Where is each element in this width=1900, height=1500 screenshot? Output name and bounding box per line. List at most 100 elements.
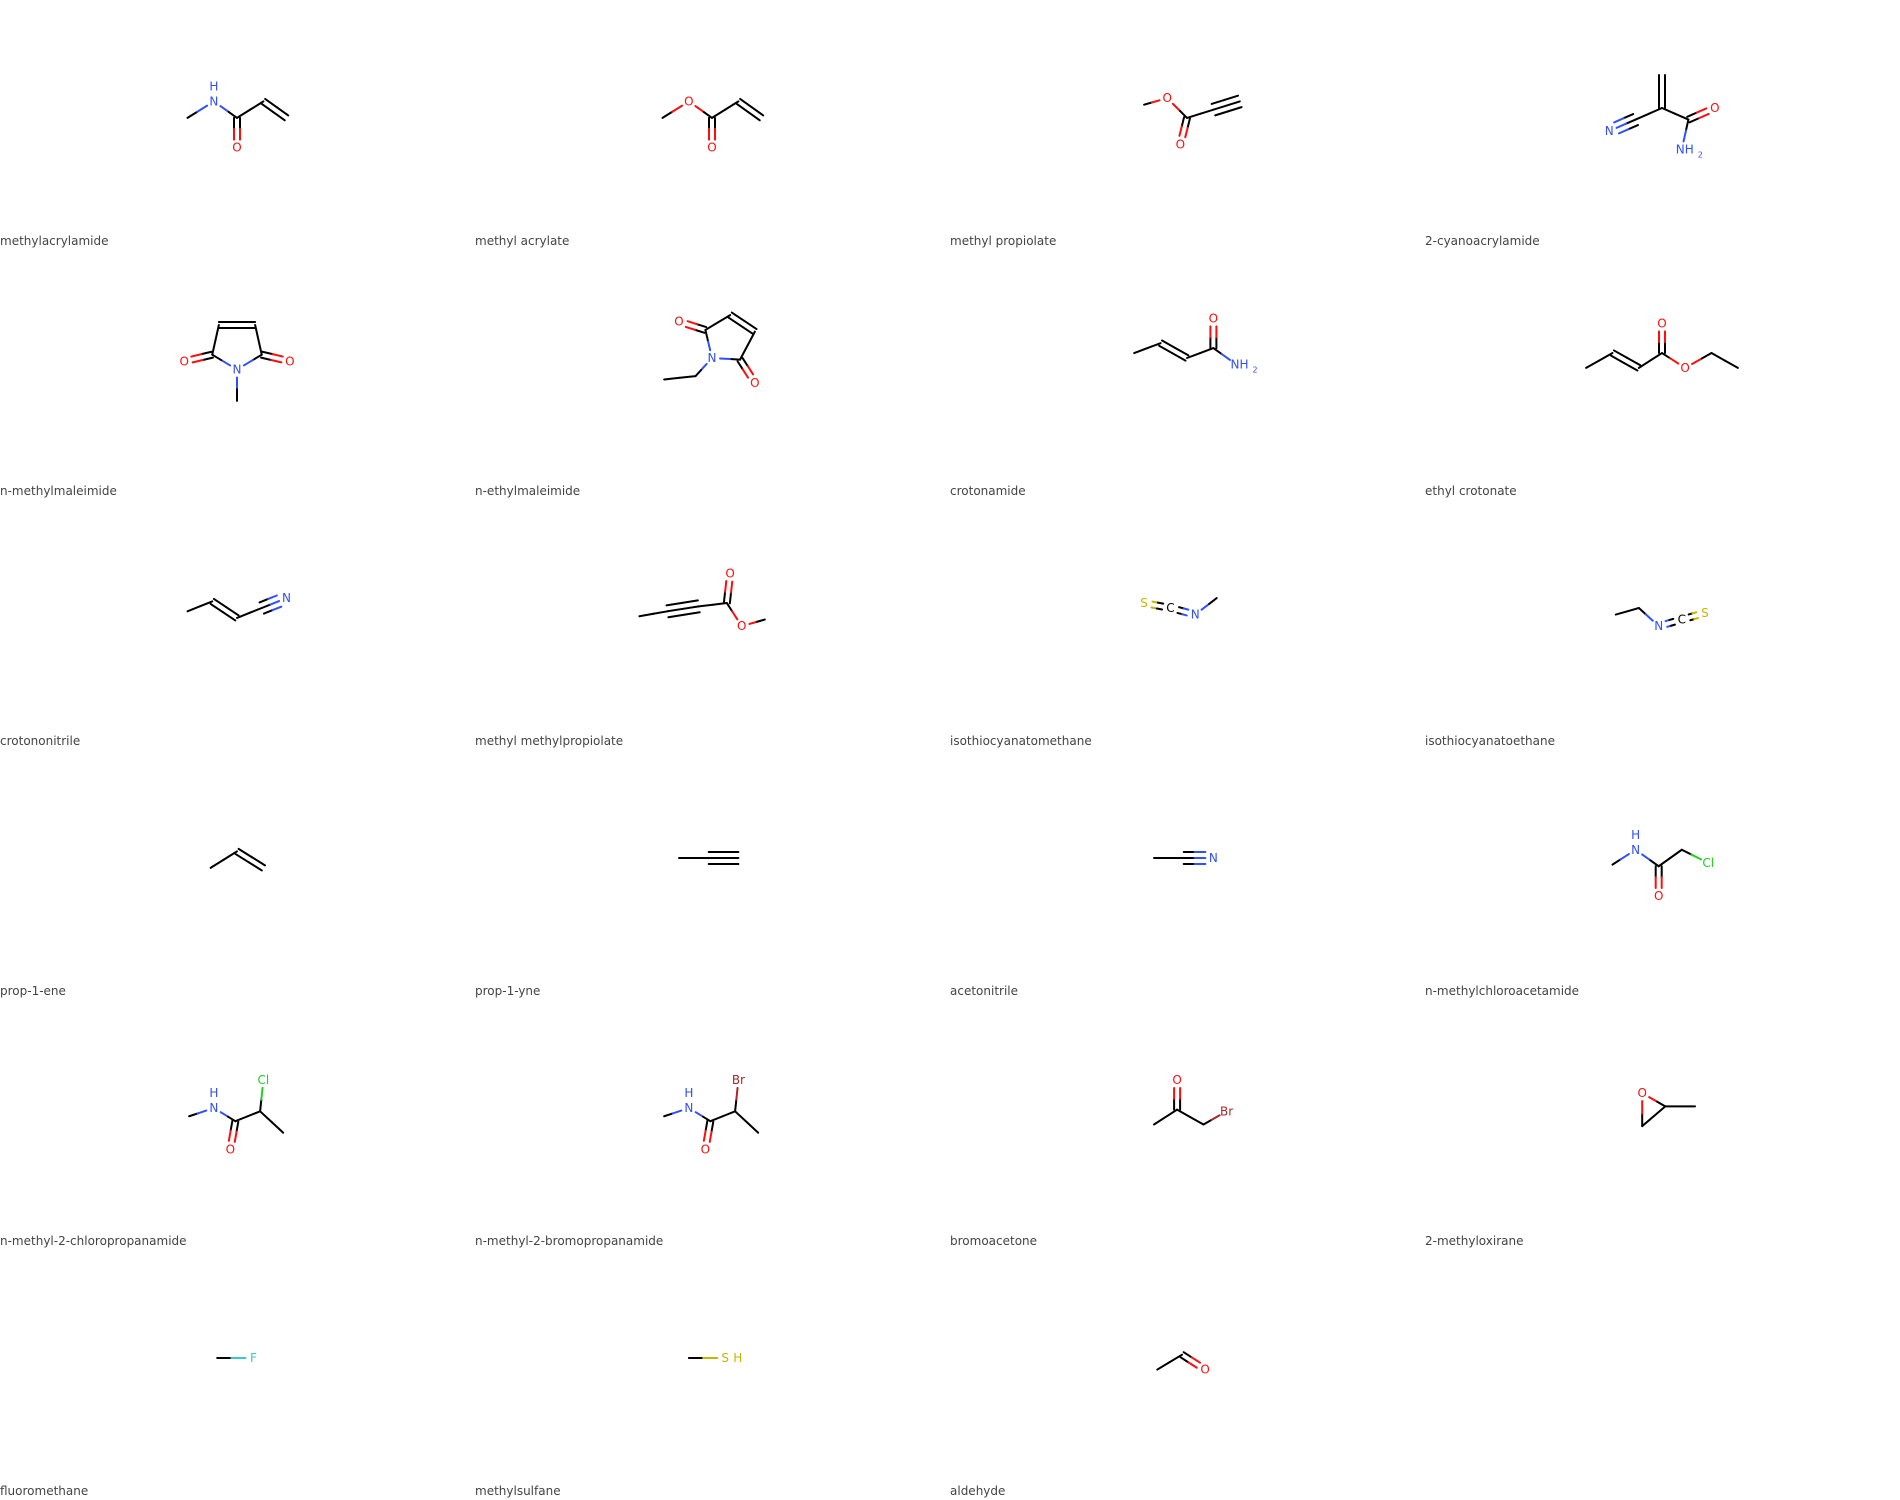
bond-line — [211, 353, 223, 362]
bond-line — [1634, 112, 1650, 121]
bond-line — [734, 1110, 748, 1124]
atom-label: N — [209, 94, 218, 108]
structure-drawing: O Br — [1153, 1073, 1233, 1126]
molecule-name: isothiocyanatomethane — [950, 734, 1092, 748]
atom-label: H — [733, 1351, 742, 1365]
molecule-name: ethyl crotonate — [1425, 484, 1517, 498]
atom-label: O — [1654, 889, 1663, 903]
bond-line — [267, 594, 278, 600]
atom-label: N — [282, 591, 291, 605]
molecule-name: methylsulfane — [475, 1484, 561, 1498]
molecule-name: n-methyl-2-bromopropanamide — [475, 1234, 664, 1248]
bond-line — [700, 362, 708, 372]
bond-line — [1153, 1116, 1167, 1126]
molecule-name: methyl methylpropiolate — [475, 734, 624, 748]
bond-line — [750, 106, 765, 117]
atom-label: Cl — [1702, 856, 1714, 870]
bond-line — [257, 338, 263, 356]
bond-line — [1180, 116, 1186, 128]
bond-line — [1652, 1105, 1667, 1118]
atom-label: Br — [732, 1073, 745, 1087]
atom-label: O — [1209, 311, 1218, 325]
bond-line — [1184, 126, 1189, 139]
bond-line — [209, 602, 224, 614]
bond-line — [1156, 1361, 1171, 1371]
bond-line — [1656, 1100, 1667, 1108]
bond-line — [188, 1112, 199, 1118]
bond-line — [694, 1111, 705, 1118]
bond-line — [666, 607, 685, 613]
bond-line — [694, 105, 705, 113]
bond-line — [234, 852, 250, 864]
bond-line — [1669, 357, 1680, 365]
bond-line — [729, 358, 742, 361]
bond-line — [1641, 853, 1652, 862]
bond-line — [1225, 100, 1241, 107]
atom-label: S — [721, 1351, 729, 1365]
bond-line — [671, 1109, 683, 1115]
structure-drawing: OO — [661, 94, 765, 155]
molecule-name: methylacrylamide — [0, 234, 109, 248]
bond-line — [242, 359, 254, 367]
atom-label: O — [674, 315, 683, 329]
bond-line — [1176, 1108, 1192, 1119]
molecule-cell: O 2-methyloxirane — [1425, 1000, 1900, 1250]
molecule-name: aldehyde — [950, 1484, 1006, 1498]
bond-line — [704, 321, 719, 331]
bond-line — [209, 858, 225, 869]
atom-label: N — [1605, 124, 1614, 138]
atom-label: NH — [1231, 358, 1249, 372]
bond-line — [735, 1086, 739, 1101]
atom-label: N — [209, 1101, 218, 1115]
structure-drawing: N O Br H — [663, 1073, 760, 1156]
bond-line — [1688, 117, 1701, 124]
bond-line — [694, 369, 703, 378]
bond-line — [1187, 1361, 1198, 1369]
molecule-name: n-ethylmaleimide — [475, 484, 581, 498]
bond-line — [221, 611, 237, 622]
atom-label: O — [1200, 1363, 1209, 1377]
bond-line — [1610, 354, 1626, 365]
atom-label: N — [1631, 843, 1640, 857]
bond-line — [1614, 610, 1629, 616]
bond-line — [191, 359, 204, 364]
atom-label: Cl — [258, 1073, 270, 1087]
bond-line — [1214, 110, 1230, 117]
bond-line — [681, 599, 699, 604]
bond-line — [1171, 352, 1187, 362]
bond-line — [731, 610, 739, 621]
atom-label: H — [684, 1086, 693, 1100]
atom-label: O — [1657, 316, 1666, 330]
atom-label: O — [285, 354, 294, 368]
atom-label: O — [1680, 361, 1689, 375]
bond-line — [211, 338, 217, 356]
bond-line — [1617, 128, 1630, 135]
molecule-name: n-methylchloroacetamide — [1425, 984, 1580, 998]
atom-label: O — [232, 141, 241, 155]
bond-line — [1182, 1351, 1193, 1359]
bond-line — [1669, 848, 1683, 859]
molecule-name: 2-methyloxirane — [1425, 1234, 1524, 1248]
bond-line — [1186, 112, 1202, 119]
bond-line — [271, 605, 283, 612]
bond-line — [1661, 107, 1677, 115]
bond-line — [1641, 1115, 1655, 1128]
bond-line — [1723, 359, 1739, 369]
bond-line — [710, 1120, 715, 1133]
atom-label: O — [737, 619, 746, 633]
bond-line — [1210, 98, 1226, 105]
bond-line — [227, 110, 238, 119]
bond-line — [1626, 356, 1642, 367]
bond-line — [234, 1115, 249, 1123]
bond-line — [250, 856, 266, 867]
bond-line — [1202, 1118, 1213, 1126]
bond-line — [271, 353, 284, 358]
bond-line — [730, 311, 746, 322]
bond-line — [1208, 597, 1218, 605]
bond-line — [1661, 352, 1672, 360]
